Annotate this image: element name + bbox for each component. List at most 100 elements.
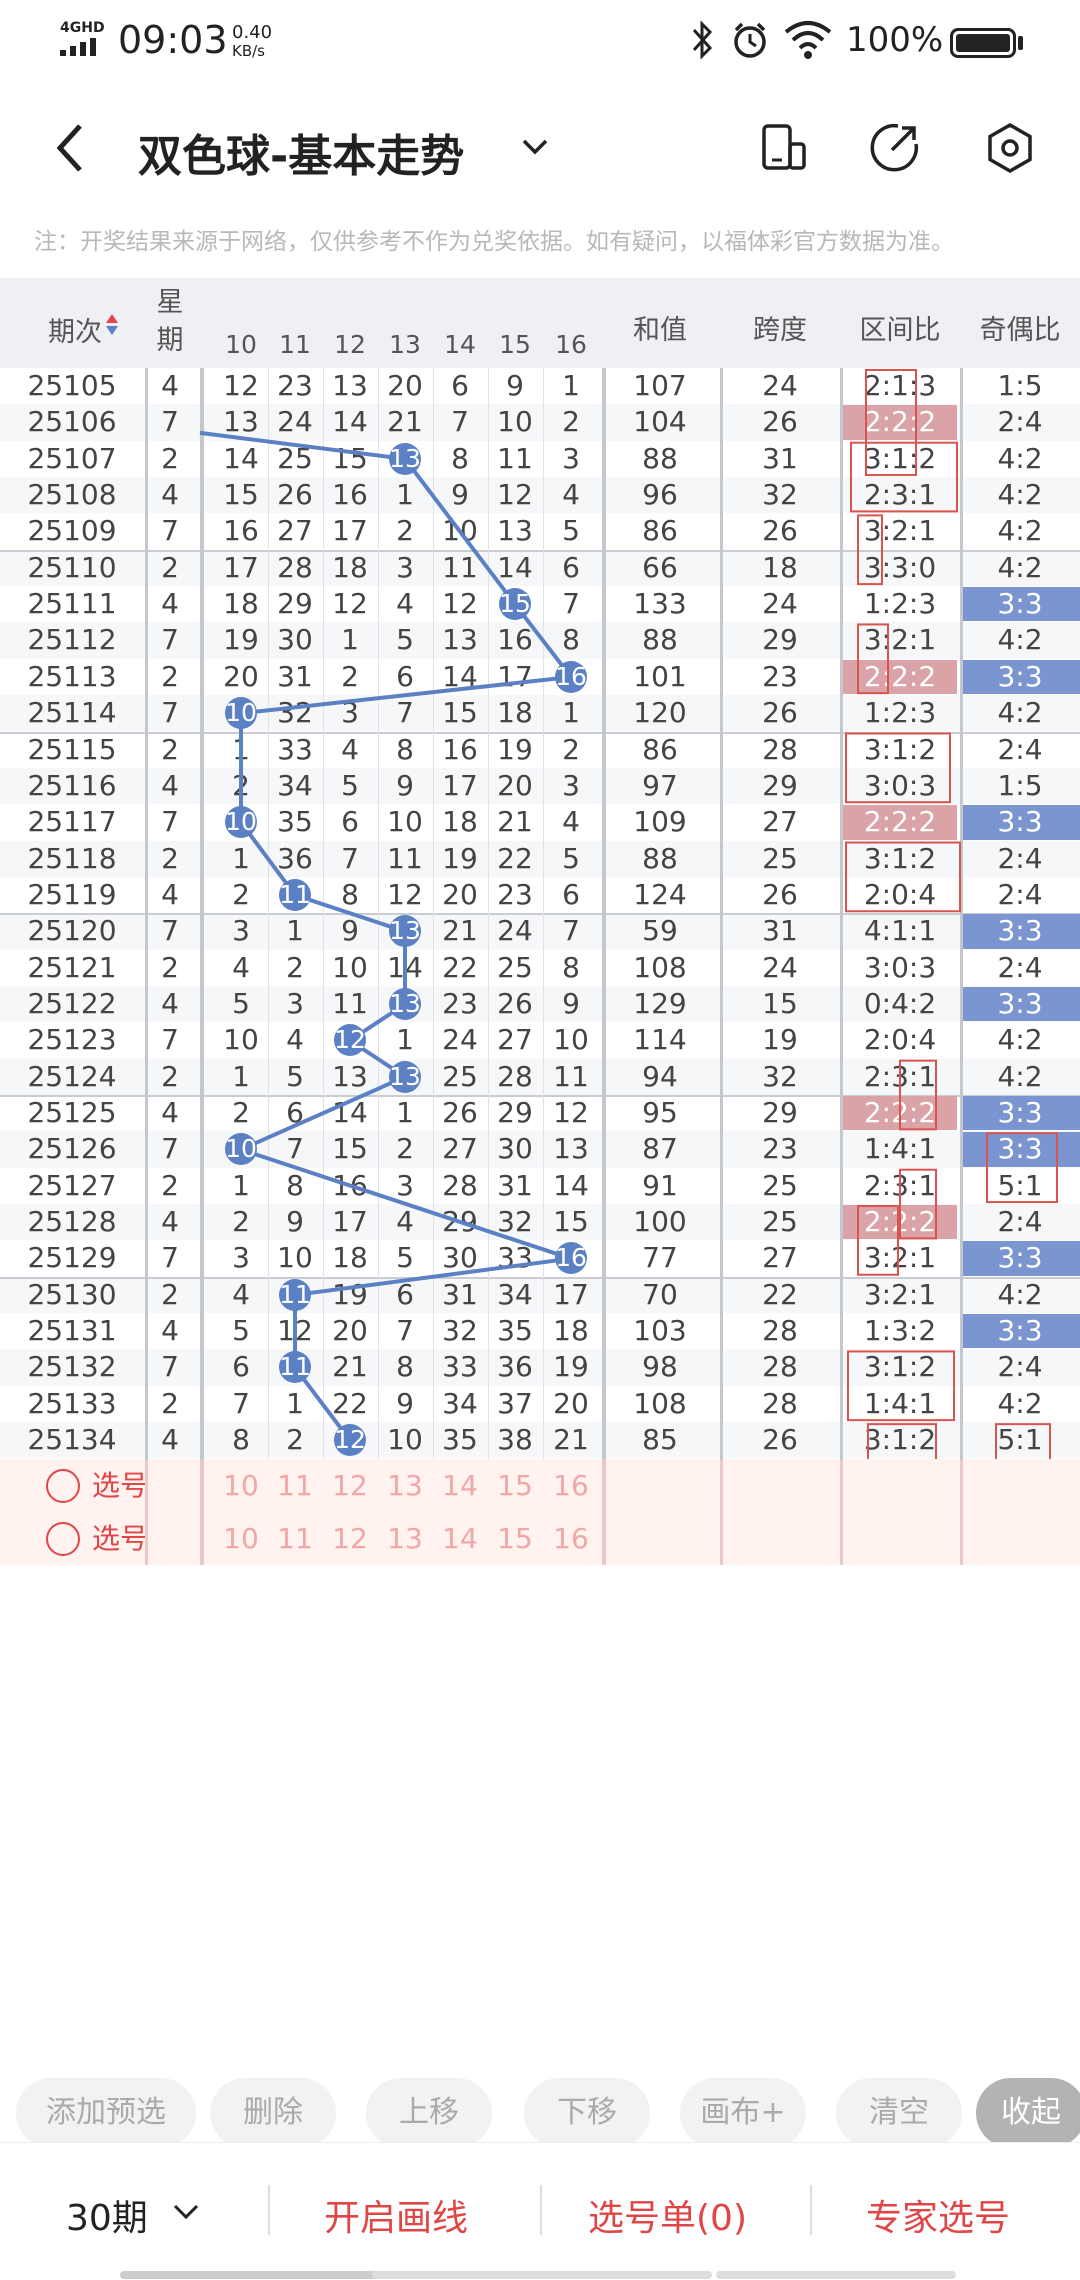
- action-button[interactable]: 删除: [210, 2078, 336, 2148]
- group-divider: [0, 913, 1080, 916]
- select-number[interactable]: 13: [387, 1468, 423, 1502]
- select-number[interactable]: 10: [223, 1521, 259, 1555]
- odd-even-cell: 4:2: [997, 514, 1043, 548]
- table-row[interactable]: [0, 586, 1080, 623]
- number-cell: 6: [341, 805, 359, 839]
- number-cell: 20: [387, 369, 423, 402]
- draw-line-button[interactable]: 开启画线: [324, 2198, 469, 2239]
- action-button[interactable]: 上移: [366, 2078, 492, 2148]
- select-number[interactable]: 14: [442, 1521, 478, 1555]
- trend-ball[interactable]: 12: [334, 1424, 366, 1457]
- action-button[interactable]: 画布+: [680, 2078, 806, 2148]
- sum-cell: 70: [642, 1277, 678, 1311]
- number-cell: 21: [332, 1350, 368, 1384]
- select-label[interactable]: 选号: [92, 1468, 149, 1502]
- table-row[interactable]: [0, 477, 1080, 514]
- table-row[interactable]: [0, 1313, 1080, 1350]
- weekday-cell: 4: [161, 877, 179, 911]
- trend-ball[interactable]: 10: [225, 806, 257, 839]
- chevron-down-icon[interactable]: [520, 136, 550, 158]
- table-row[interactable]: [0, 767, 1080, 805]
- number-cell: 1: [286, 914, 304, 948]
- select-number[interactable]: 16: [553, 1468, 589, 1502]
- chevron-down-icon[interactable]: [172, 2203, 200, 2221]
- table-row[interactable]: [0, 1131, 1080, 1168]
- parity-highlight: [963, 1314, 1080, 1349]
- trend-ball[interactable]: 12: [334, 1024, 366, 1057]
- radio-circle[interactable]: [46, 1468, 80, 1503]
- device-switch-icon[interactable]: [760, 122, 808, 174]
- settings-icon[interactable]: [984, 122, 1036, 174]
- select-row[interactable]: [0, 1511, 1080, 1565]
- sum-cell: 59: [642, 914, 678, 948]
- trend-ball[interactable]: 13: [389, 442, 421, 475]
- action-button[interactable]: 清空: [836, 2078, 962, 2148]
- table-row[interactable]: [0, 1422, 1080, 1459]
- sort-icon[interactable]: [106, 314, 118, 340]
- select-number[interactable]: 12: [332, 1521, 368, 1555]
- table-row[interactable]: [0, 876, 1080, 914]
- table-row[interactable]: [0, 949, 1080, 986]
- table-row[interactable]: [0, 1349, 1080, 1386]
- period-selector[interactable]: 30期: [66, 2198, 148, 2239]
- number-divider: [487, 318, 489, 1565]
- trend-ball[interactable]: 16: [555, 1242, 587, 1275]
- header-number: 11: [279, 330, 311, 359]
- trend-ball[interactable]: 11: [279, 1278, 311, 1311]
- table-row[interactable]: [0, 731, 1080, 768]
- table-row[interactable]: [0, 622, 1080, 659]
- trend-ball[interactable]: 15: [499, 588, 531, 621]
- table-row[interactable]: [0, 840, 1080, 877]
- table-row[interactable]: [0, 368, 1080, 405]
- table-row[interactable]: [0, 695, 1080, 732]
- table-row[interactable]: [0, 913, 1080, 950]
- trend-ball[interactable]: 13: [389, 987, 421, 1020]
- trend-ball[interactable]: 10: [225, 697, 257, 730]
- pick-list-button[interactable]: 选号单(0): [588, 2198, 747, 2239]
- number-cell: 5: [286, 1059, 304, 1093]
- action-button[interactable]: 下移: [524, 2078, 650, 2148]
- expert-pick-button[interactable]: 专家选号: [866, 2198, 1011, 2239]
- header-period[interactable]: 期次: [48, 317, 102, 348]
- select-number[interactable]: 15: [497, 1468, 533, 1502]
- column-divider: [720, 1458, 723, 1565]
- table-row[interactable]: [0, 1022, 1080, 1059]
- select-label[interactable]: 选号: [92, 1521, 149, 1555]
- select-number[interactable]: 15: [497, 1521, 533, 1555]
- select-number[interactable]: 14: [442, 1468, 478, 1502]
- table-row[interactable]: [0, 1276, 1080, 1314]
- select-number[interactable]: 10: [223, 1468, 259, 1502]
- trend-ball[interactable]: 13: [389, 1060, 421, 1093]
- zone-ratio-cell: 2:3:1: [863, 478, 937, 512]
- select-number[interactable]: 16: [553, 1521, 589, 1555]
- table-row[interactable]: [0, 1385, 1080, 1423]
- select-number[interactable]: 12: [332, 1468, 368, 1502]
- table-row[interactable]: [0, 985, 1080, 1023]
- number-cell: 12: [387, 877, 423, 911]
- period-cell: 25131: [27, 1314, 117, 1348]
- page-title[interactable]: 双色球-基本走势: [138, 131, 465, 182]
- span-cell: 23: [762, 1132, 798, 1166]
- trend-ball[interactable]: 11: [279, 878, 311, 911]
- trend-ball[interactable]: 10: [225, 1133, 257, 1166]
- back-arrow-icon[interactable]: [52, 120, 88, 176]
- weekday-cell: 4: [161, 587, 179, 621]
- odd-even-cell: 3:3: [997, 986, 1043, 1020]
- radio-circle[interactable]: [46, 1521, 80, 1556]
- trend-ball[interactable]: 11: [279, 1351, 311, 1384]
- select-number[interactable]: 11: [277, 1521, 313, 1555]
- share-icon[interactable]: [868, 122, 920, 174]
- table-row[interactable]: [0, 549, 1080, 587]
- trend-ball[interactable]: 13: [389, 915, 421, 948]
- select-row[interactable]: [0, 1458, 1080, 1512]
- zone-ratio-cell: 2:2:2: [863, 805, 937, 839]
- annotation-box: [847, 1350, 955, 1422]
- table-row[interactable]: [0, 513, 1080, 550]
- trend-ball[interactable]: 16: [555, 660, 587, 693]
- number-cell: 11: [332, 986, 368, 1020]
- table-row[interactable]: [0, 440, 1080, 478]
- select-number[interactable]: 13: [387, 1521, 423, 1555]
- action-button[interactable]: 收起: [976, 2078, 1080, 2148]
- action-button[interactable]: 添加预选: [16, 2078, 196, 2148]
- select-number[interactable]: 11: [277, 1468, 313, 1502]
